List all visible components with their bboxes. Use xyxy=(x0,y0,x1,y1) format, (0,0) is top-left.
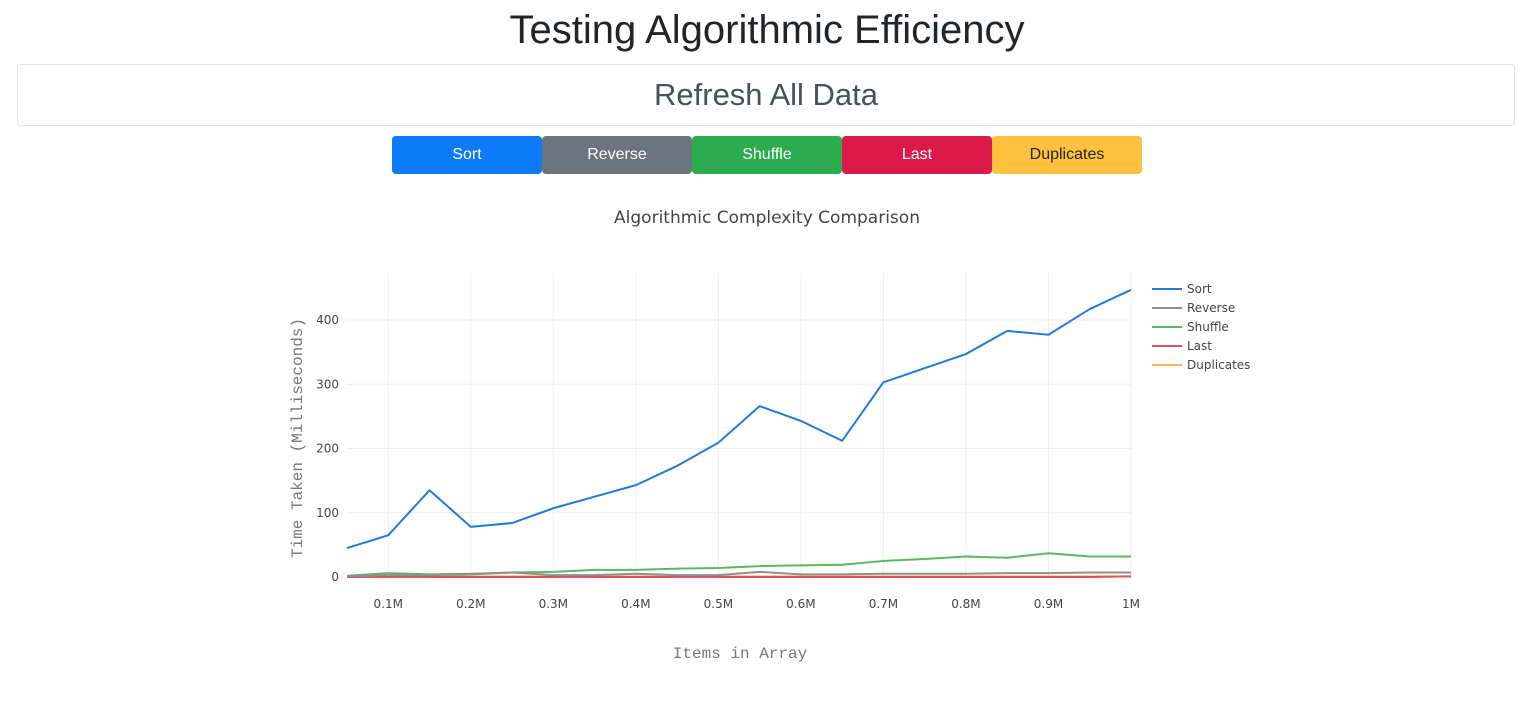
x-tick-label: 0.9M xyxy=(1034,597,1063,611)
y-tick-label: 100 xyxy=(316,506,339,520)
y-axis-label: Time Taken (Milliseconds) xyxy=(289,318,307,558)
x-tick-label: 0.8M xyxy=(951,597,980,611)
y-tick-label: 0 xyxy=(331,570,339,584)
legend-label: Sort xyxy=(1187,282,1212,296)
duplicates-button[interactable]: Duplicates xyxy=(992,136,1142,174)
page-title: Testing Algorithmic Efficiency xyxy=(509,8,1025,52)
x-tick-label: 1M xyxy=(1122,597,1140,611)
y-tick-label: 200 xyxy=(316,442,339,456)
y-tick-label: 300 xyxy=(316,377,339,391)
series-line-last xyxy=(347,575,1132,578)
x-tick-label: 0.5M xyxy=(704,597,733,611)
series-line-reverse xyxy=(346,570,1131,578)
legend-label: Shuffle xyxy=(1187,320,1229,334)
series-line-sort xyxy=(346,288,1132,550)
refresh-all-data-button[interactable]: Refresh All Data xyxy=(17,64,1515,126)
x-tick-label: 0.4M xyxy=(621,597,650,611)
x-tick-label: 0.2M xyxy=(456,597,485,611)
series-line-shuffle xyxy=(346,552,1131,577)
x-tick-label: 0.7M xyxy=(869,597,898,611)
x-axis-label: Items in Array xyxy=(673,645,808,663)
legend-label: Reverse xyxy=(1187,301,1235,315)
chart-title: Algorithmic Complexity Comparison xyxy=(614,208,920,228)
x-tick-label: 0.3M xyxy=(539,597,568,611)
y-tick-label: 400 xyxy=(316,313,339,327)
algorithm-button-group: Sort Reverse Shuffle Last Duplicates xyxy=(392,136,1142,174)
sort-button[interactable]: Sort xyxy=(392,136,542,174)
x-tick-label: 0.1M xyxy=(374,597,403,611)
legend-label: Duplicates xyxy=(1187,358,1250,372)
reverse-button[interactable]: Reverse xyxy=(542,136,692,174)
shuffle-button[interactable]: Shuffle xyxy=(692,136,842,174)
x-tick-label: 0.6M xyxy=(786,597,815,611)
legend-label: Last xyxy=(1187,339,1212,353)
last-button[interactable]: Last xyxy=(842,136,992,174)
